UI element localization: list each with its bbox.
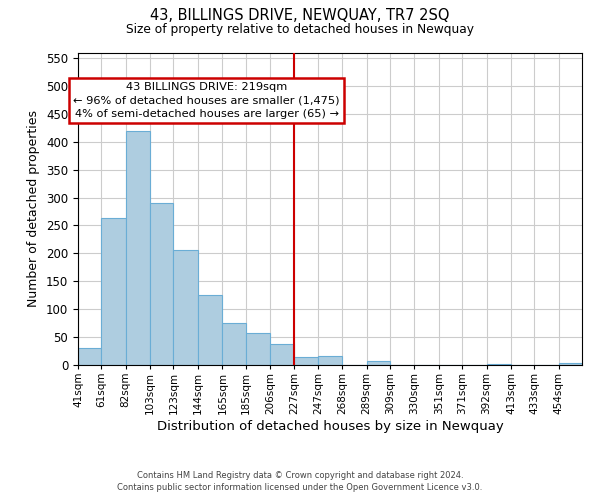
Bar	[559, 364, 582, 365]
Bar	[150, 203, 173, 365]
Bar	[295, 357, 318, 365]
Y-axis label: Number of detached properties: Number of detached properties	[28, 110, 40, 307]
Bar	[101, 218, 126, 365]
Text: Contains HM Land Registry data © Crown copyright and database right 2024.
Contai: Contains HM Land Registry data © Crown c…	[118, 471, 482, 492]
Bar	[126, 130, 150, 365]
Bar	[245, 333, 270, 365]
Bar	[487, 364, 511, 365]
Bar	[173, 250, 198, 365]
Text: Size of property relative to detached houses in Newquay: Size of property relative to detached ho…	[126, 22, 474, 36]
Bar	[270, 344, 295, 365]
Bar	[367, 361, 390, 365]
Bar	[78, 348, 101, 365]
Bar	[198, 294, 223, 365]
X-axis label: Distribution of detached houses by size in Newquay: Distribution of detached houses by size …	[157, 420, 503, 432]
Bar	[223, 323, 245, 365]
Bar	[318, 356, 342, 365]
Text: 43 BILLINGS DRIVE: 219sqm
← 96% of detached houses are smaller (1,475)
4% of sem: 43 BILLINGS DRIVE: 219sqm ← 96% of detac…	[73, 82, 340, 118]
Text: 43, BILLINGS DRIVE, NEWQUAY, TR7 2SQ: 43, BILLINGS DRIVE, NEWQUAY, TR7 2SQ	[150, 8, 450, 22]
